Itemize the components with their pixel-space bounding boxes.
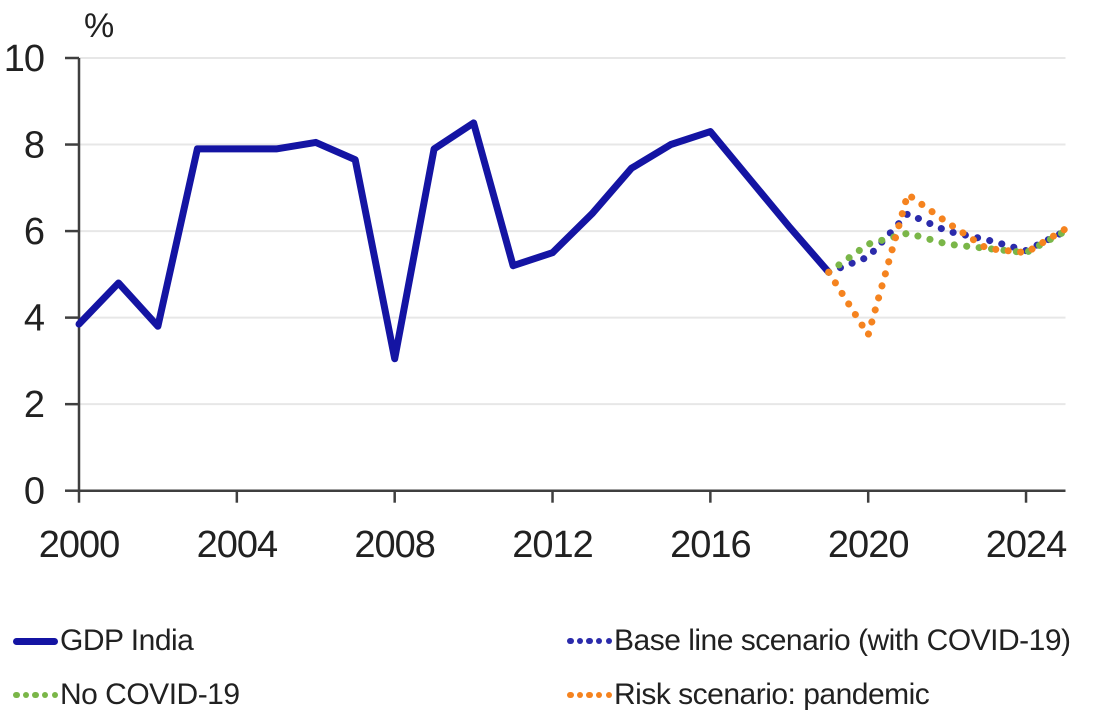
legend-item-risk-scenario-pandemic: Risk scenario: pandemic	[567, 677, 930, 713]
y-tick-label: 8	[24, 125, 44, 167]
x-tick-label: 2020	[828, 524, 909, 566]
x-tick-label: 2024	[986, 524, 1067, 566]
y-tick-label: 4	[24, 298, 45, 340]
y-tick-label: 0	[24, 471, 44, 513]
series-line-gdp-india	[75, 119, 833, 363]
y-axis-tick-labels: 0 2 4 6 8 10	[4, 38, 46, 513]
legend-label-gdp-india: GDP India	[60, 624, 194, 657]
axes	[65, 56, 1066, 503]
series-line-base-line-scenario-with-covid-19	[825, 210, 1069, 276]
y-tick-label: 2	[24, 384, 44, 426]
legend-label-no-covid-19: No COVID-19	[60, 678, 240, 711]
x-tick-label: 2004	[197, 524, 278, 566]
risk-scenario-dotted-line-swatch	[567, 691, 612, 699]
legend-label-risk-scenario-pandemic: Risk scenario: pandemic	[614, 678, 930, 711]
x-tick-label: 2016	[670, 524, 751, 566]
x-tick-label: 2012	[512, 524, 593, 566]
y-axis-unit-label: %	[84, 7, 114, 45]
x-tick-label: 2000	[39, 524, 120, 566]
legend-label-base-line-scenario: Base line scenario (with COVID-19)	[614, 624, 1071, 657]
x-axis-tick-labels: 2000 2004 2008 2012 2016 2020 2024	[39, 524, 1068, 566]
y-tick-label: 10	[4, 38, 44, 80]
series-line-no-covid-19	[825, 227, 1069, 276]
data-series	[75, 119, 1069, 363]
y-tick-label: 6	[24, 211, 44, 253]
legend-item-gdp-india: GDP India	[13, 623, 194, 659]
gdp-india-solid-line-swatch	[13, 637, 58, 645]
series-line-risk-scenario-pandemic	[825, 190, 1069, 339]
x-tick-label: 2008	[354, 524, 435, 566]
legend-item-base-line-scenario: Base line scenario (with COVID-19)	[567, 623, 1071, 659]
legend-item-no-covid-19: No COVID-19	[13, 677, 240, 713]
base-line-scenario-dotted-line-swatch	[567, 637, 612, 645]
no-covid-19-dotted-line-swatch	[13, 691, 58, 699]
